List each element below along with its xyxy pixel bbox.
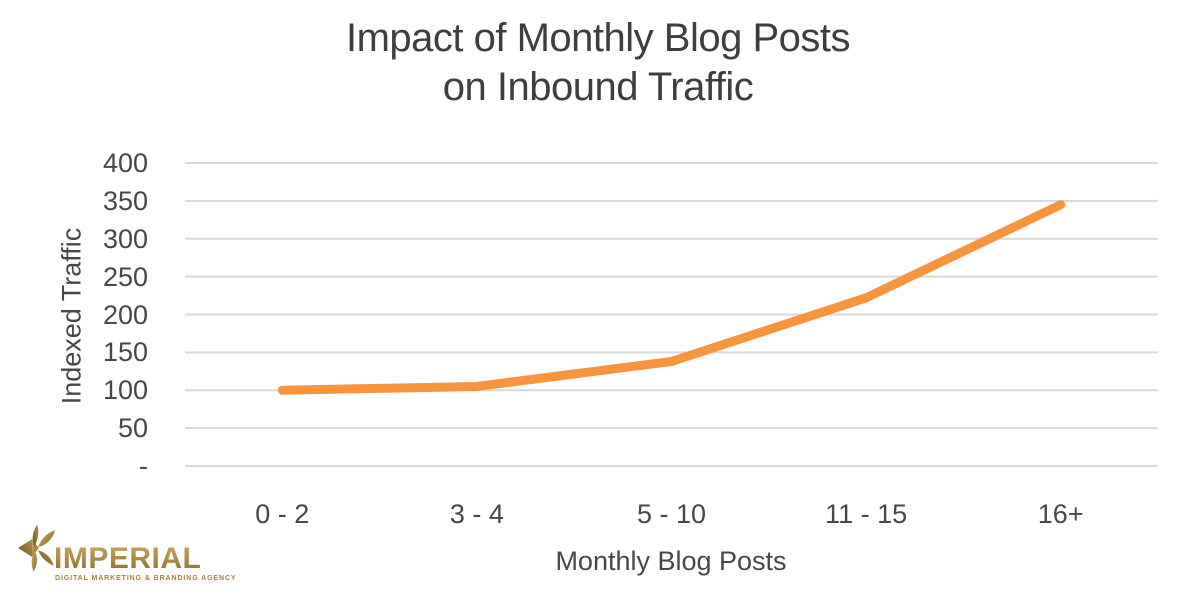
series-line-indexed-traffic xyxy=(277,200,1066,395)
x-tick-label: 3 - 4 xyxy=(449,499,504,529)
x-axis-title: Monthly Blog Posts xyxy=(555,546,787,576)
logo-name: IMPERIAL xyxy=(54,542,202,575)
logo-tagline: DIGITAL MARKETING & BRANDING AGENCY xyxy=(55,575,237,582)
y-tick-label: 200 xyxy=(102,299,148,330)
y-tick-label: 150 xyxy=(102,337,148,368)
chart-title: Impact of Monthly Blog Posts on Inbound … xyxy=(0,14,1196,112)
y-tick-label: 300 xyxy=(102,223,148,254)
chart-title-line2: on Inbound Traffic xyxy=(442,65,754,109)
chart-title-line1: Impact of Monthly Blog Posts xyxy=(345,16,851,60)
y-tick-label: 350 xyxy=(102,185,148,216)
y-tick-label: 400 xyxy=(102,148,148,178)
y-tick-label: 100 xyxy=(102,375,148,406)
imperial-star-icon xyxy=(18,524,56,572)
y-tick-label: - xyxy=(139,451,148,481)
x-tick-label: 11 - 15 xyxy=(825,499,908,529)
y-tick-label: 50 xyxy=(117,413,148,444)
x-tick-label: 0 - 2 xyxy=(255,499,310,529)
x-tick-label: 5 - 10 xyxy=(636,499,707,529)
imperial-logo: IMPERIAL DIGITAL MARKETING & BRANDING AG… xyxy=(18,520,236,592)
y-tick-label: 250 xyxy=(102,261,148,292)
x-tick-label: 16+ xyxy=(1037,499,1084,529)
